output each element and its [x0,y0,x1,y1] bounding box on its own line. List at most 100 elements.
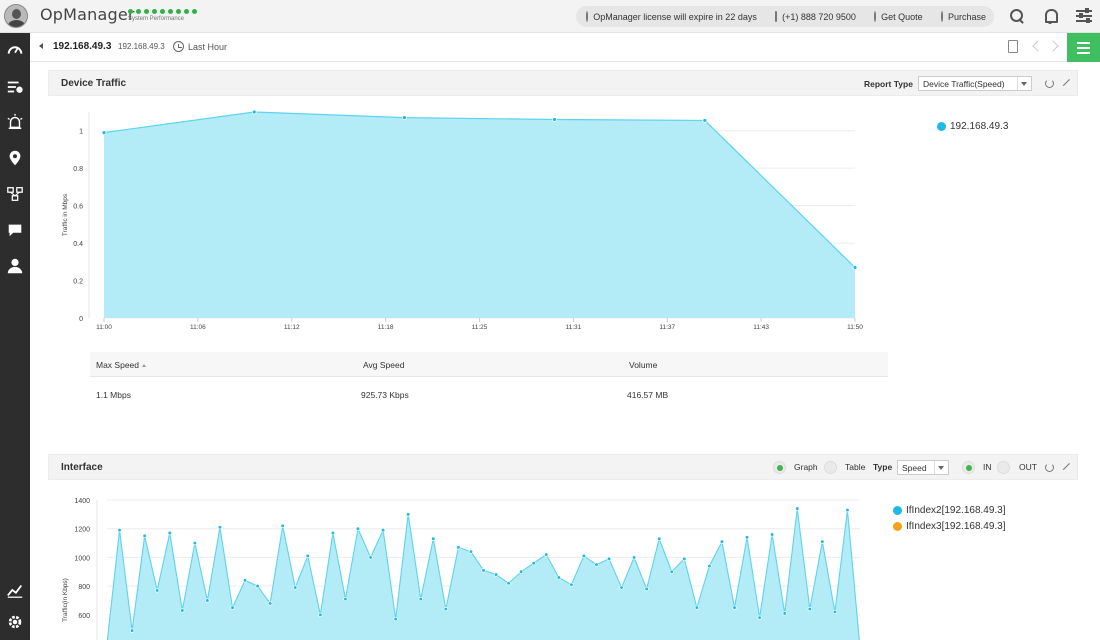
traffic-stats-table: Max Speed Avg Speed Volume 1.1 Mbps 925.… [90,352,888,412]
max-speed-header[interactable]: Max Speed [96,360,146,370]
menu-button[interactable] [1067,33,1100,62]
network-topology-icon[interactable] [5,185,25,205]
pdf-export-icon[interactable] [1008,40,1018,53]
data-point [368,555,373,560]
map-pin-icon[interactable] [5,149,25,169]
graph-label: Graph [794,462,818,472]
expand-icon[interactable] [1062,463,1070,471]
y-tick-label: 800 [78,584,90,591]
y-tick-label: 0 [79,316,83,323]
clock-icon[interactable] [173,41,184,52]
system-performance-label: System Performance [128,16,185,22]
performance-dots [128,9,208,14]
y-tick-label: 600 [78,613,90,620]
data-point [732,605,737,610]
interface-chart: 600 800 1000 1200 1400 Traffic(in Kbps) [62,498,860,640]
search-icon[interactable] [1009,8,1025,24]
top-bar: OpManager System Performance OpManager l… [0,0,1100,33]
sliders-icon[interactable] [1076,8,1092,24]
type-select[interactable]: Speed [897,460,949,475]
expand-icon[interactable] [1062,79,1070,87]
data-point [293,585,298,590]
data-point [393,616,398,622]
data-point [255,583,260,589]
device-traffic-legend[interactable]: 192.168.49.3 [937,121,1008,132]
data-point [230,605,235,610]
out-radio[interactable] [997,461,1010,474]
data-point [770,532,775,537]
license-notice-bar: OpManager license will expire in 22 days… [576,6,994,27]
data-point [519,569,524,574]
data-point [702,118,708,123]
data-point [619,585,624,590]
inventory-list-icon[interactable] [5,78,25,98]
device-traffic-header: Device Traffic Report Type Device Traffi… [48,70,1078,96]
data-point [852,265,858,270]
data-point [355,526,361,531]
previous-arrow-icon[interactable] [1032,40,1044,52]
user-icon[interactable] [5,257,25,277]
x-tick-label: 11:06 [190,324,206,331]
out-label: OUT [1019,462,1037,472]
report-type-label: Report Type [864,79,913,89]
data-point [406,512,411,517]
y-tick-label: 0.2 [73,279,83,286]
data-point [192,540,198,546]
avg-speed-header[interactable]: Avg Speed [363,360,405,370]
data-point [581,553,587,559]
get-quote-link[interactable]: Get Quote [881,11,923,22]
device-ip-subtitle: 192.168.49.3 [118,42,165,51]
x-tick-label: 11:50 [847,324,863,331]
bell-icon[interactable] [1042,8,1058,24]
interface-title: Interface [61,462,103,473]
legend-dot-icon [893,522,902,531]
next-arrow-icon[interactable] [1047,40,1059,52]
data-point [531,560,536,566]
data-point [205,598,210,603]
user-avatar[interactable] [4,4,28,28]
x-tick-label: 11:25 [472,324,488,331]
alarms-icon[interactable] [5,113,25,133]
license-notice-text[interactable]: OpManager license will expire in 22 days [593,11,757,22]
dashboard-gauge-icon[interactable] [5,41,25,61]
app-logo[interactable]: OpManager [40,5,135,24]
y-axis-label: Traffic(in Kbps) [62,578,69,622]
graph-radio[interactable] [773,461,786,474]
data-point [719,539,725,544]
chat-icon[interactable] [5,221,25,241]
purchase-link[interactable]: Purchase [947,11,986,22]
data-point [594,562,599,567]
data-point [217,525,223,530]
data-point [744,535,750,540]
time-range-selector[interactable]: Last Hour [188,42,228,52]
table-radio[interactable] [824,461,837,474]
report-type-select[interactable]: Device Traffic(Speed) [918,76,1032,91]
x-tick-label: 11:00 [96,324,112,331]
data-point [468,549,474,554]
type-value: Speed [902,463,927,473]
interface-legend-item-2[interactable]: IfIndex3[192.168.49.3] [893,521,1006,532]
interface-legend-item-1[interactable]: IfIndex2[192.168.49.3] [893,505,1006,516]
data-point [657,536,662,541]
system-performance-indicator[interactable]: System Performance [128,9,208,29]
data-point [129,628,135,633]
data-point [644,586,649,592]
data-point [845,507,850,513]
refresh-icon[interactable] [1045,79,1054,88]
data-point [318,612,323,617]
data-point [343,596,348,602]
volume-header[interactable]: Volume [629,360,658,370]
x-tick-label: 11:31 [565,324,581,331]
support-phone: (+1) 888 720 9500 [782,11,856,22]
data-point [251,109,257,115]
in-radio[interactable] [962,461,975,474]
back-arrow-icon[interactable] [39,43,43,49]
data-point [795,506,800,511]
data-point [694,605,699,610]
report-type-value: Device Traffic(Speed) [923,79,1005,89]
sort-ascending-icon [142,364,146,368]
refresh-icon[interactable] [1045,463,1054,472]
reports-chart-icon[interactable] [5,581,25,601]
settings-gear-icon[interactable] [5,613,25,633]
y-tick-label: 0.4 [73,241,83,248]
